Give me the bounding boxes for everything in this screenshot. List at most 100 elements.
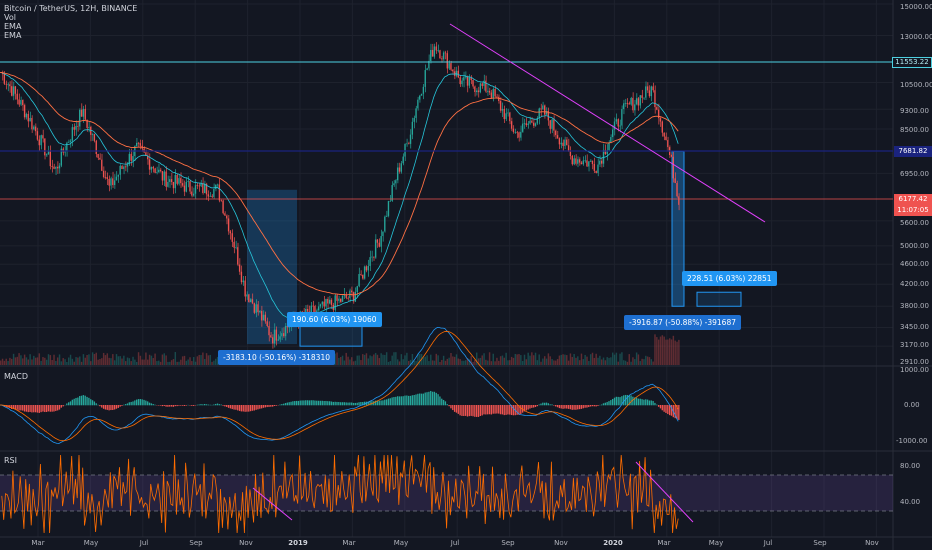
- candle-body: [580, 162, 583, 165]
- candle-body: [264, 314, 266, 322]
- current-price-tag[interactable]: 6177.42: [894, 194, 932, 205]
- macd-histogram-bar: [29, 405, 31, 412]
- volume-bar: [676, 341, 678, 365]
- candle-body: [562, 142, 564, 146]
- macd-histogram-bar: [84, 395, 86, 406]
- candle-body: [323, 301, 325, 307]
- volume-bar: [5, 358, 7, 365]
- macd-histogram-bar: [332, 401, 334, 406]
- volume-bar: [470, 356, 472, 365]
- candle-body: [393, 183, 395, 186]
- macd-line: [0, 326, 679, 445]
- volume-bar: [345, 352, 347, 365]
- symbol-title[interactable]: Bitcoin / TetherUS, 12H, BINANCE: [4, 4, 138, 13]
- macd-histogram-bar: [110, 405, 112, 411]
- blue-line-price-tag[interactable]: 7681.82: [894, 146, 932, 157]
- candle-body: [406, 143, 408, 145]
- ema-indicator-label[interactable]: EMA: [4, 22, 22, 31]
- macd-histogram-bar: [283, 403, 285, 406]
- candle-body: [487, 90, 489, 92]
- volume-bar: [578, 360, 581, 365]
- volume-bar: [145, 352, 147, 365]
- macd-histogram-bar: [646, 399, 649, 406]
- measure-box: [299, 325, 363, 347]
- candle-body: [229, 231, 232, 234]
- volume-bar: [121, 358, 123, 365]
- candle-body: [340, 298, 342, 302]
- volume-bar: [455, 354, 458, 365]
- resistance-price-tag[interactable]: 11553.22: [892, 57, 932, 68]
- price-tick: 2910.00: [900, 358, 929, 366]
- candle-body: [362, 274, 364, 279]
- volume-bar: [672, 335, 675, 365]
- volume-bar: [130, 361, 132, 365]
- volume-bar: [624, 360, 627, 365]
- time-label: Sep: [501, 539, 515, 547]
- candle-body: [113, 180, 116, 186]
- candle-body: [389, 200, 391, 202]
- candle-body: [531, 120, 533, 123]
- candle-body: [398, 167, 401, 172]
- candle-body: [435, 46, 437, 51]
- volume-bar: [422, 357, 425, 365]
- candle-body: [437, 50, 439, 52]
- candle-body: [566, 139, 568, 146]
- ema-indicator-label[interactable]: EMA: [4, 31, 22, 40]
- candle-body: [670, 154, 673, 157]
- candle-body: [402, 156, 404, 164]
- macd-histogram-bar: [341, 402, 344, 406]
- candle-body: [97, 153, 99, 158]
- candle-body: [479, 83, 482, 93]
- time-label: May: [708, 539, 724, 547]
- volume-bar: [336, 352, 338, 365]
- volume-bar: [99, 358, 101, 365]
- volume-bar: [507, 360, 509, 365]
- time-label: Mar: [657, 539, 671, 547]
- macd-histogram-bar: [23, 405, 26, 412]
- volume-bar: [373, 354, 375, 365]
- measure-label-2018[interactable]: -3183.10 (-50.16%) -318310: [218, 350, 335, 365]
- candle-body: [626, 103, 629, 104]
- macd-histogram-bar: [196, 404, 198, 406]
- volume-bar: [665, 339, 667, 365]
- macd-histogram-bar: [367, 401, 369, 406]
- macd-histogram-bar: [569, 405, 572, 410]
- time-label-year: 2020: [603, 539, 623, 547]
- price-tick: 6950.00: [900, 170, 929, 178]
- candle-body: [277, 339, 279, 341]
- macd-pane-label[interactable]: MACD: [4, 372, 28, 381]
- macd-histogram-bar: [180, 405, 182, 406]
- macd-histogram-bar: [292, 401, 294, 406]
- macd-histogram-bar: [643, 399, 645, 406]
- macd-histogram-bar: [606, 402, 608, 406]
- vol-indicator-label[interactable]: Vol: [4, 13, 16, 22]
- macd-histogram-bar: [674, 405, 676, 419]
- volume-bar: [367, 358, 370, 365]
- macd-histogram-bar: [165, 405, 167, 407]
- bar-countdown-tag: 11:07:05: [894, 205, 932, 216]
- price-tick: 5000.00: [900, 242, 929, 250]
- candle-body: [635, 98, 638, 105]
- volume-bar: [150, 355, 153, 365]
- measure-label-2020-bounce[interactable]: 228.51 (6.03%) 22851: [682, 271, 777, 286]
- rsi-pane-label[interactable]: RSI: [4, 456, 17, 465]
- candle-body: [396, 167, 399, 181]
- ema-fast-line: [0, 72, 679, 320]
- price-tick: 3450.00: [900, 323, 929, 331]
- volume-bar: [639, 361, 642, 365]
- macd-histogram-bar: [453, 405, 456, 412]
- measure-label-2019[interactable]: 190.60 (6.03%) 19060: [287, 312, 382, 327]
- volume-bar: [112, 354, 114, 365]
- volume-bar: [185, 360, 188, 365]
- candle-body: [20, 100, 22, 105]
- chart-legend: Bitcoin / TetherUS, 12H, BINANCE Vol EMA…: [4, 4, 137, 40]
- measure-label-2020[interactable]: -3916.87 (-50.88%) -391687: [624, 315, 741, 330]
- volume-bar: [156, 361, 158, 365]
- macd-histogram-bar: [22, 405, 24, 411]
- macd-histogram-bar: [510, 405, 513, 416]
- candle-body: [128, 153, 130, 165]
- volume-bar: [340, 356, 342, 365]
- volume-bar: [36, 357, 39, 365]
